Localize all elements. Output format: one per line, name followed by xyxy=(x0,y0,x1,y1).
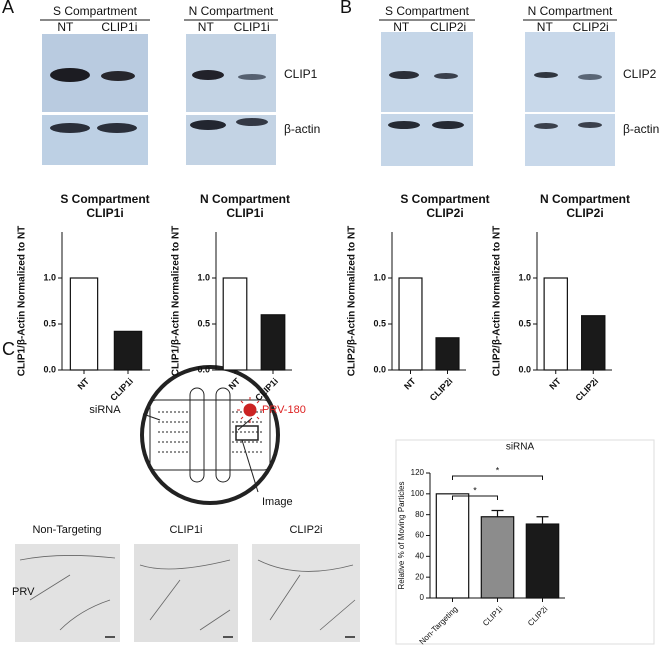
y-tick-label: 40 xyxy=(415,551,424,560)
significance-bracket xyxy=(452,495,498,500)
panel-label: C xyxy=(2,339,15,359)
chart-title: siRNA xyxy=(506,442,535,453)
error-bar xyxy=(491,509,504,517)
row-label: PRV xyxy=(12,586,35,598)
x-tick-label: CLIP2i xyxy=(428,376,455,403)
micrographs xyxy=(15,544,360,642)
y-tick-label: 0.5 xyxy=(373,318,386,328)
panel-d-frame xyxy=(395,439,655,645)
significance-bracket xyxy=(452,475,543,480)
x-tick-label: NT xyxy=(227,376,243,392)
blot-compartment: S Compartment xyxy=(385,4,470,18)
blot-compartment: S Compartment xyxy=(53,4,138,18)
lane-label: CLIP2i xyxy=(573,20,609,34)
x-tick-label: CLIP2i xyxy=(526,604,550,628)
y-tick-label: 0.0 xyxy=(373,364,386,374)
bar xyxy=(260,314,286,371)
significance-label: * xyxy=(473,485,477,495)
y-tick-label: 1.0 xyxy=(197,272,210,282)
y-tick-label: 0.0 xyxy=(197,364,210,374)
y-tick-label: 0.5 xyxy=(43,318,56,328)
chart-title: N Compartment xyxy=(540,192,630,206)
bar xyxy=(480,516,515,599)
band-label: β-actin xyxy=(623,122,659,136)
significance-label: * xyxy=(496,465,500,475)
lane-label: NT xyxy=(198,20,215,34)
x-tick-label: Non-Targeting xyxy=(418,605,460,647)
y-axis-label: Relative % of Moving Particles xyxy=(397,481,406,589)
blot-compartment: N Compartment xyxy=(189,4,274,18)
y-tick-label: 1.0 xyxy=(373,272,386,282)
y-tick-label: 0.0 xyxy=(518,364,531,374)
lane-label: NT xyxy=(57,20,74,34)
panel-label: B xyxy=(340,0,352,17)
panel-label: A xyxy=(2,0,14,17)
schematic-label: siRNA xyxy=(89,404,121,416)
x-tick-label: NT xyxy=(76,376,92,392)
schematic-label: PRV-180 xyxy=(262,404,306,416)
y-tick-label: 0.5 xyxy=(197,318,210,328)
blot-compartment: N Compartment xyxy=(528,4,613,18)
y-axis-label: CLIP1/β-Actin Normalized to NT xyxy=(17,226,28,377)
column-label: CLIP2i xyxy=(289,524,322,536)
band-label: β-actin xyxy=(284,122,320,136)
band-label: CLIP1 xyxy=(284,67,318,81)
bar xyxy=(222,277,248,371)
error-bar xyxy=(536,516,549,525)
chart-subtitle: CLIP2i xyxy=(566,206,603,220)
column-label: Non-Targeting xyxy=(32,524,101,536)
x-tick-label: CLIP2i xyxy=(573,376,600,403)
lane-label: CLIP1i xyxy=(101,20,137,34)
y-tick-label: 120 xyxy=(411,468,425,477)
band-label: CLIP2 xyxy=(623,67,657,81)
y-tick-label: 0.5 xyxy=(518,318,531,328)
y-tick-label: 0 xyxy=(420,593,425,602)
chart-title: N Compartment xyxy=(200,192,290,206)
lane-label: CLIP1i xyxy=(234,20,270,34)
bar xyxy=(581,315,606,371)
x-tick-label: NT xyxy=(547,376,563,392)
y-tick-label: 0.0 xyxy=(43,364,56,374)
chart-title: S Compartment xyxy=(400,192,489,206)
bar xyxy=(435,337,460,371)
column-label: CLIP1i xyxy=(169,524,202,536)
bar xyxy=(435,493,470,599)
x-tick-label: NT xyxy=(402,376,418,392)
y-axis-label: CLIP2/β-Actin Normalized to NT xyxy=(347,226,358,377)
lane-label: NT xyxy=(393,20,410,34)
y-axis-label: CLIP1/β-Actin Normalized to NT xyxy=(171,226,182,377)
y-tick-label: 20 xyxy=(415,572,424,581)
y-tick-label: 60 xyxy=(415,531,424,540)
x-tick-label: CLIP1i xyxy=(108,376,135,403)
chart-subtitle: CLIP1i xyxy=(86,206,123,220)
y-axis-label: CLIP2/β-Actin Normalized to NT xyxy=(492,226,503,377)
y-tick-label: 1.0 xyxy=(518,272,531,282)
schematic-label: Image xyxy=(262,496,293,508)
lane-label: CLIP2i xyxy=(430,20,466,34)
y-tick-label: 100 xyxy=(411,489,425,498)
bar xyxy=(543,277,568,371)
chart-subtitle: CLIP1i xyxy=(226,206,263,220)
chart-subtitle: CLIP2i xyxy=(426,206,463,220)
bar xyxy=(69,277,99,371)
bar xyxy=(398,277,423,371)
schematic xyxy=(140,365,280,505)
bar xyxy=(113,330,143,371)
chart-title: S Compartment xyxy=(60,192,149,206)
y-tick-label: 80 xyxy=(415,510,424,519)
bar xyxy=(525,523,560,599)
lane-label: NT xyxy=(537,20,554,34)
blot-images xyxy=(42,32,615,166)
y-tick-label: 1.0 xyxy=(43,272,56,282)
x-tick-label: CLIP1i xyxy=(481,604,505,628)
